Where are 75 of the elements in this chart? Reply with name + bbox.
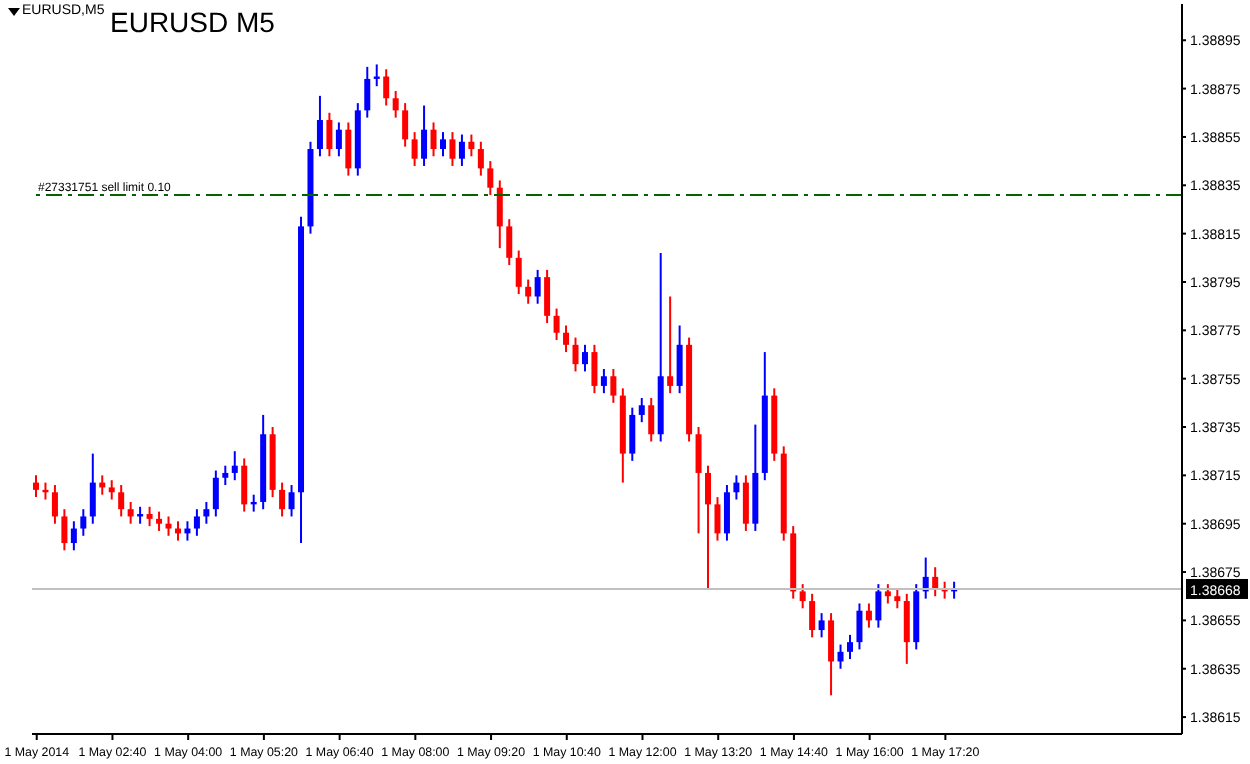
- candlestick: [515, 249, 522, 296]
- candlestick: [364, 65, 371, 119]
- candlestick: [610, 368, 617, 404]
- candlestick: [108, 479, 115, 501]
- candlestick: [440, 131, 446, 158]
- candlestick: [629, 406, 636, 462]
- candlestick: [733, 474, 740, 501]
- candlestick: [865, 602, 872, 629]
- candlestick: [156, 510, 163, 532]
- candlestick: [430, 121, 437, 158]
- candlestick: [544, 268, 551, 325]
- candlestick: [894, 587, 901, 610]
- candlestick: [421, 104, 428, 167]
- candlestick: [288, 484, 295, 518]
- candlestick: [799, 583, 806, 610]
- candlestick: [51, 484, 58, 525]
- candlestick: [828, 612, 835, 697]
- candlestick: [411, 131, 418, 167]
- candlestick: [335, 121, 342, 158]
- candlestick: [506, 218, 513, 267]
- candlestick: [468, 133, 475, 158]
- candlestick: [723, 484, 730, 542]
- candlestick: [496, 179, 503, 250]
- candlestick: [383, 68, 390, 107]
- candlestick: [648, 397, 655, 443]
- candlestick: [33, 474, 39, 499]
- candlestick: [89, 452, 96, 525]
- candlestick: [714, 496, 721, 542]
- candlestick: [553, 307, 560, 341]
- candlestick: [846, 633, 853, 661]
- candlestick: [326, 111, 333, 158]
- candlestick: [563, 324, 570, 354]
- candlestick: [279, 481, 286, 518]
- candlestick: [70, 520, 77, 552]
- candlestick: [203, 500, 210, 525]
- candlestick: [212, 469, 219, 518]
- candlestick: [127, 500, 134, 525]
- candlestick: [600, 368, 607, 395]
- candlestick: [193, 508, 200, 537]
- candlestick: [345, 121, 352, 177]
- candlestick: [222, 464, 229, 487]
- candlestick: [118, 484, 125, 518]
- candlestick: [809, 592, 816, 639]
- candlestick: [572, 336, 579, 373]
- candlestick: [487, 160, 494, 196]
- candlestick: [534, 268, 541, 305]
- candlestick: [449, 131, 456, 167]
- candlestick: [638, 397, 645, 424]
- candlestick: [856, 602, 863, 651]
- candlestick: [231, 450, 238, 482]
- candlestick: [61, 508, 68, 552]
- chart-title: EURUSD M5: [110, 6, 275, 38]
- candlestick: [676, 324, 683, 395]
- candlestick: [165, 515, 172, 537]
- candlestick: [80, 508, 87, 537]
- candlestick: [884, 583, 891, 605]
- candlestick: [591, 343, 598, 395]
- candlestick: [818, 612, 825, 639]
- candlestick: [146, 505, 153, 528]
- candlestick: [458, 133, 465, 167]
- candlestick: [477, 140, 484, 177]
- candlestick: [667, 295, 674, 395]
- candlestick: [316, 94, 323, 158]
- candlestick: [402, 102, 409, 148]
- candlestick: [525, 278, 532, 305]
- candlestick: [241, 457, 248, 513]
- candlestick: [581, 343, 588, 373]
- candlestick: [742, 474, 749, 532]
- candlestick: [932, 566, 939, 598]
- candlestick: [392, 90, 399, 119]
- candlestick: [837, 643, 844, 670]
- candlestick: [695, 426, 702, 535]
- candlestick: [705, 464, 712, 590]
- candlestick: [903, 592, 910, 665]
- candlestick: [875, 583, 882, 629]
